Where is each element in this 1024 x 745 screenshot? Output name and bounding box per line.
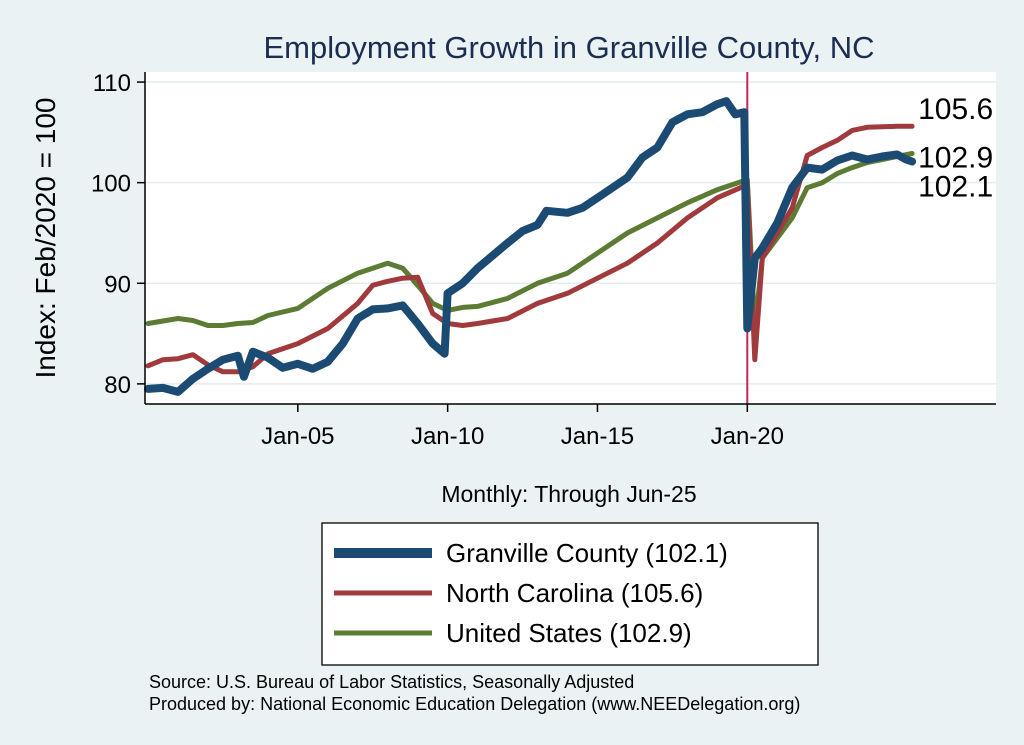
x-ticks: Jan-05 Jan-10 Jan-15 Jan-20: [261, 404, 784, 450]
x-axis-title: Monthly: Through Jun-25: [441, 481, 696, 507]
legend-entries: Granville County (102.1) North Carolina (…: [334, 538, 728, 648]
y-tick-label: 90: [104, 271, 131, 298]
x-tick-label: Jan-20: [711, 423, 784, 450]
x-tick-label: Jan-10: [411, 423, 484, 450]
legend-label: Granville County (102.1): [446, 538, 728, 568]
y-axis-title: Index: Feb/2020 = 100: [30, 98, 61, 379]
x-tick-label: Jan-05: [261, 423, 334, 450]
series-line-united-states: [145, 151, 915, 331]
gridlines: [145, 81, 996, 385]
legend-label: North Carolina (105.6): [446, 578, 703, 608]
produced-by-note: Produced by: National Economic Education…: [149, 694, 800, 714]
series-lines: [144, 97, 917, 396]
y-tick-label: 110: [93, 70, 131, 97]
y-tick-label: 80: [104, 372, 131, 399]
x-tick-label: Jan-15: [561, 423, 634, 450]
end-label-united-states: 102.9: [918, 142, 993, 175]
source-note: Source: U.S. Bureau of Labor Statistics,…: [149, 672, 634, 692]
chart-title: Employment Growth in Granville County, N…: [263, 30, 874, 65]
end-label-granville-county: 102.1: [918, 171, 993, 204]
end-label-north-carolina: 105.6: [918, 93, 993, 126]
series-line-granville-county: [144, 97, 917, 396]
y-ticks: 80 90 100 110: [91, 70, 145, 399]
y-tick-label: 100: [91, 171, 131, 198]
legend-label: United States (102.9): [446, 618, 692, 648]
